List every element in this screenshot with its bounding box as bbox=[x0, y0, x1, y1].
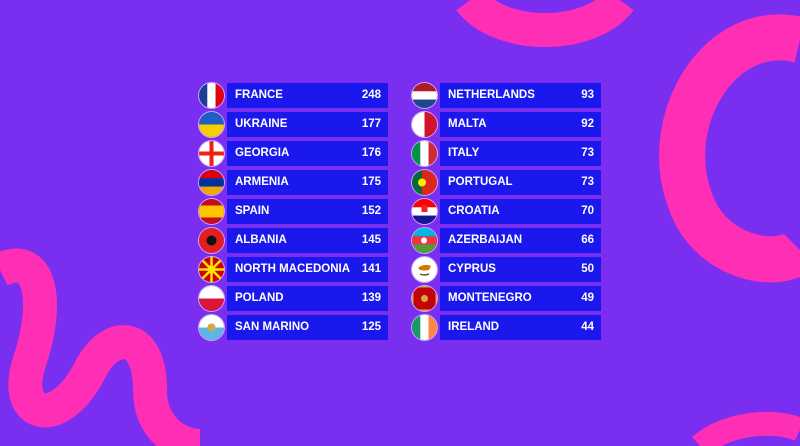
scoreboard-row: AZERBAIJAN 66 bbox=[412, 228, 602, 253]
country-points: 152 bbox=[361, 205, 381, 217]
country-points: 93 bbox=[581, 89, 594, 101]
scoreboard-row: IRELAND 44 bbox=[412, 315, 602, 340]
scoreboard-row: NETHERLANDS 93 bbox=[412, 83, 602, 108]
country-name: ITALY bbox=[448, 147, 480, 159]
country-name: AZERBAIJAN bbox=[448, 234, 523, 246]
country-name: CROATIA bbox=[448, 205, 500, 217]
scoreboard-row: FRANCE 248 bbox=[199, 83, 389, 108]
country-bar: POLAND 139 bbox=[227, 286, 388, 311]
country-bar: AZERBAIJAN 66 bbox=[440, 228, 601, 253]
country-bar: UKRAINE 177 bbox=[227, 112, 388, 137]
croatia-flag-icon bbox=[412, 199, 437, 224]
georgia-flag-icon bbox=[199, 141, 224, 166]
scoreboard-row: MONTENEGRO 49 bbox=[412, 286, 602, 311]
country-points: 175 bbox=[361, 176, 381, 188]
country-bar: NORTH MACEDONIA 141 bbox=[227, 257, 388, 282]
poland-flag-icon bbox=[199, 286, 224, 311]
country-points: 66 bbox=[581, 234, 594, 246]
albania-flag-icon bbox=[199, 228, 224, 253]
montenegro-flag-icon bbox=[412, 286, 437, 311]
country-bar: MONTENEGRO 49 bbox=[440, 286, 601, 311]
ukraine-flag-icon bbox=[199, 112, 224, 137]
country-bar: CROATIA 70 bbox=[440, 199, 601, 224]
country-points: 176 bbox=[361, 147, 381, 159]
country-bar: MALTA 92 bbox=[440, 112, 601, 137]
country-points: 73 bbox=[581, 147, 594, 159]
country-name: ARMENIA bbox=[235, 176, 289, 188]
scoreboard-row: NORTH MACEDONIA 141 bbox=[199, 257, 389, 282]
country-bar: PORTUGAL 73 bbox=[440, 170, 601, 195]
scoreboard-row: ITALY 73 bbox=[412, 141, 602, 166]
france-flag-icon bbox=[199, 83, 224, 108]
country-name: CYPRUS bbox=[448, 263, 496, 275]
spain-flag-icon bbox=[199, 199, 224, 224]
country-bar: NETHERLANDS 93 bbox=[440, 83, 601, 108]
country-name: SAN MARINO bbox=[235, 321, 310, 333]
scoreboard-row: SAN MARINO 125 bbox=[199, 315, 389, 340]
san-marino-flag-icon bbox=[199, 315, 224, 340]
scoreboard-row: UKRAINE 177 bbox=[199, 112, 389, 137]
scoreboard-row: ALBANIA 145 bbox=[199, 228, 389, 253]
country-points: 177 bbox=[361, 118, 381, 130]
country-bar: GEORGIA 176 bbox=[227, 141, 388, 166]
north-macedonia-flag-icon bbox=[199, 257, 224, 282]
country-name: MONTENEGRO bbox=[448, 292, 532, 304]
azerbaijan-flag-icon bbox=[412, 228, 437, 253]
italy-flag-icon bbox=[412, 141, 437, 166]
country-points: 248 bbox=[361, 89, 381, 101]
country-points: 49 bbox=[581, 292, 594, 304]
scoreboard-row: PORTUGAL 73 bbox=[412, 170, 602, 195]
scoreboard-row: MALTA 92 bbox=[412, 112, 602, 137]
country-bar: FRANCE 248 bbox=[227, 83, 388, 108]
country-points: 145 bbox=[361, 234, 381, 246]
scoreboard-row: POLAND 139 bbox=[199, 286, 389, 311]
portugal-flag-icon bbox=[412, 170, 437, 195]
country-name: PORTUGAL bbox=[448, 176, 513, 188]
scoreboard-right-column: NETHERLANDS 93 MALTA 92 ITALY 73 PORTUGAL 73 CRO… bbox=[412, 83, 602, 344]
country-name: UKRAINE bbox=[235, 118, 288, 130]
armenia-flag-icon bbox=[199, 170, 224, 195]
country-name: NETHERLANDS bbox=[448, 89, 535, 101]
country-bar: ALBANIA 145 bbox=[227, 228, 388, 253]
scoreboard-row: CYPRUS 50 bbox=[412, 257, 602, 282]
scoreboard-row: CROATIA 70 bbox=[412, 199, 602, 224]
country-points: 125 bbox=[361, 321, 381, 333]
country-name: IRELAND bbox=[448, 321, 500, 333]
country-name: SPAIN bbox=[235, 205, 270, 217]
country-name: POLAND bbox=[235, 292, 284, 304]
country-points: 141 bbox=[361, 263, 381, 275]
country-points: 70 bbox=[581, 205, 594, 217]
scoreboard-row: ARMENIA 175 bbox=[199, 170, 389, 195]
country-bar: ITALY 73 bbox=[440, 141, 601, 166]
country-points: 73 bbox=[581, 176, 594, 188]
country-bar: CYPRUS 50 bbox=[440, 257, 601, 282]
country-name: MALTA bbox=[448, 118, 487, 130]
country-name: ALBANIA bbox=[235, 234, 287, 246]
country-name: NORTH MACEDONIA bbox=[235, 263, 350, 275]
country-points: 92 bbox=[581, 118, 594, 130]
country-bar: ARMENIA 175 bbox=[227, 170, 388, 195]
country-bar: SPAIN 152 bbox=[227, 199, 388, 224]
cyprus-flag-icon bbox=[412, 257, 437, 282]
scoreboard-left-column: FRANCE 248 UKRAINE 177 GEORGIA 176 ARMENIA 175 S… bbox=[199, 83, 389, 344]
country-points: 50 bbox=[581, 263, 594, 275]
netherlands-flag-icon bbox=[412, 83, 437, 108]
country-name: FRANCE bbox=[235, 89, 283, 101]
country-name: GEORGIA bbox=[235, 147, 290, 159]
scoreboard-row: GEORGIA 176 bbox=[199, 141, 389, 166]
country-points: 139 bbox=[361, 292, 381, 304]
country-bar: IRELAND 44 bbox=[440, 315, 601, 340]
country-points: 44 bbox=[581, 321, 594, 333]
country-bar: SAN MARINO 125 bbox=[227, 315, 388, 340]
malta-flag-icon bbox=[412, 112, 437, 137]
ireland-flag-icon bbox=[412, 315, 437, 340]
scoreboard-row: SPAIN 152 bbox=[199, 199, 389, 224]
